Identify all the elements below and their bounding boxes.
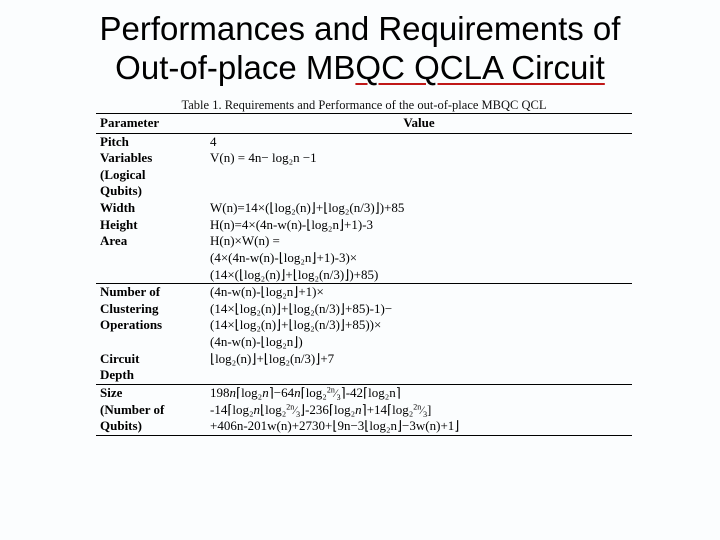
param-depth-1: Circuit: [100, 351, 139, 366]
param-variables-3: Qubits): [100, 183, 142, 198]
val-width: W(n)=14×(⌊log₂(n)⌋+⌊log₂(n/3)⌋)+85: [206, 200, 632, 217]
slide-title: Performances and Requirements of Out-of-…: [18, 10, 702, 88]
row-area: Area H(n)×W(n) = (4×(4n-w(n)-⌊log₂n⌋+1)-…: [96, 233, 632, 283]
param-nco-2: Clustering: [100, 301, 159, 316]
requirements-table: Parameter Value Pitch 4 Variables (Logic…: [96, 113, 632, 436]
param-size-1: Size: [100, 385, 122, 400]
param-nco-1: Number of: [100, 284, 160, 299]
title-line-1: Performances and Requirements of: [100, 10, 621, 47]
val-nco-4: (4n-w(n)-⌊log₂n⌋): [210, 334, 303, 349]
row-nco: Number of Clustering Operations (4n-w(n)…: [96, 284, 632, 351]
row-height: Height H(n)=4×(4n-w(n)-⌊log₂n⌋+1)-3: [96, 217, 632, 234]
val-pitch: 4: [206, 133, 632, 150]
val-area-1: H(n)×W(n) =: [210, 233, 280, 248]
val-size-3: +406n-201w(n)+2730+⌊9n−3⌊log₂n⌋−3w(n)+1⌋: [210, 418, 459, 433]
param-size: Size (Number of Qubits): [96, 384, 206, 435]
param-width: Width: [96, 200, 206, 217]
val-nco: (4n-w(n)-⌊log₂n⌋+1)× (14×⌊log₂(n)⌋+⌊log₂…: [206, 284, 632, 351]
param-depth: Circuit Depth: [96, 351, 206, 385]
title-line-2a: Out-of-place MB: [115, 49, 355, 86]
row-size: Size (Number of Qubits) 198n⌈log₂n⌉−64n⌈…: [96, 384, 632, 435]
val-size: 198n⌈log₂n⌉−64n⌈log₂2n⁄3⌉-42⌈log₂n⌉ -14⌈…: [206, 384, 632, 435]
th-value: Value: [206, 113, 632, 133]
param-variables: Variables (Logical Qubits): [96, 150, 206, 200]
param-area: Area: [96, 233, 206, 283]
param-depth-2: Depth: [100, 367, 134, 382]
row-depth: Circuit Depth ⌊log₂(n)⌋+⌊log₂(n/3)⌋+7: [96, 351, 632, 385]
table-wrap: Table 1. Requirements and Performance of…: [96, 98, 632, 436]
param-variables-1: Variables: [100, 150, 152, 165]
val-depth: ⌊log₂(n)⌋+⌊log₂(n/3)⌋+7: [206, 351, 632, 385]
val-area: H(n)×W(n) = (4×(4n-w(n)-⌊log₂n⌋+1)-3)× (…: [206, 233, 632, 283]
param-size-3: Qubits): [100, 418, 142, 433]
th-parameter: Parameter: [96, 113, 206, 133]
row-variables: Variables (Logical Qubits) V(n) = 4n− lo…: [96, 150, 632, 200]
val-size-2b: ]: [427, 402, 431, 417]
row-pitch: Pitch 4: [96, 133, 632, 150]
param-nco-3: Operations: [100, 317, 162, 332]
val-nco-2: (14×⌊log₂(n)⌋+⌊log₂(n/3)⌋+85)-1)−: [210, 301, 392, 316]
param-variables-2: (Logical: [100, 167, 146, 182]
val-size-1b: -42⌈log₂n⌉: [346, 385, 401, 400]
table-caption: Table 1. Requirements and Performance of…: [96, 98, 632, 113]
param-height: Height: [96, 217, 206, 234]
row-width: Width W(n)=14×(⌊log₂(n)⌋+⌊log₂(n/3)⌋)+85: [96, 200, 632, 217]
param-nco: Number of Clustering Operations: [96, 284, 206, 351]
val-variables: V(n) = 4n− log₂n −1: [206, 150, 632, 200]
table-header-row: Parameter Value: [96, 113, 632, 133]
val-size-2: -14⌈log₂n⌊log₂2n⁄3⌋-236⌈log₂n⌉+14⌈log₂2n…: [210, 402, 427, 417]
title-line-2b: QC QCLA Circuit: [355, 49, 604, 86]
val-nco-3: (14×⌊log₂(n)⌋+⌊log₂(n/3)⌋+85))×: [210, 317, 381, 332]
val-area-2: (4×(4n-w(n)-⌊log₂n⌋+1)-3)×: [210, 250, 357, 265]
val-height: H(n)=4×(4n-w(n)-⌊log₂n⌋+1)-3: [206, 217, 632, 234]
slide-root: Performances and Requirements of Out-of-…: [0, 0, 720, 540]
val-nco-1: (4n-w(n)-⌊log₂n⌋+1)×: [210, 284, 324, 299]
val-area-3: (14×(⌊log₂(n)⌋+⌊log₂(n/3)⌋)+85): [210, 267, 378, 282]
val-size-1: 198n⌈log₂n⌉−64n⌈log₂2n⁄3⌉: [210, 385, 346, 400]
param-pitch: Pitch: [96, 133, 206, 150]
param-size-2: (Number of: [100, 402, 164, 417]
